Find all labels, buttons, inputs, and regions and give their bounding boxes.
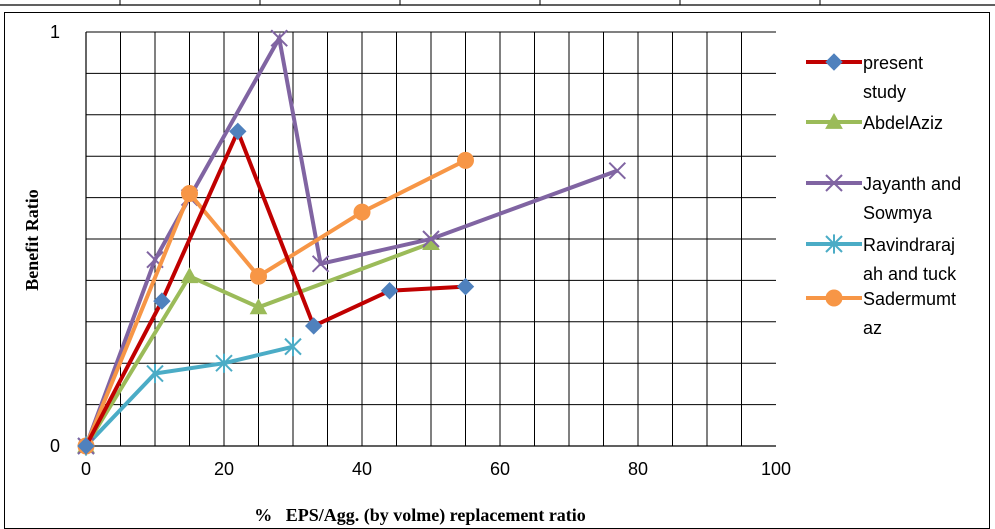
series-line [84, 32, 618, 447]
x-marker-stroke [422, 230, 440, 248]
legend-label: present [863, 53, 923, 73]
legend-item: present study [806, 53, 923, 102]
x-marker-stroke [270, 29, 288, 47]
legend-label: ah and tuck [863, 264, 957, 284]
legend-label: Sowmya [863, 203, 933, 223]
legend-label: Jayanth and [863, 174, 961, 194]
x-tick-label: 80 [628, 459, 648, 479]
legend-label: az [863, 318, 882, 338]
legend-item: Jayanth and Sowmya [806, 174, 961, 223]
x-tick-label: 0 [81, 459, 91, 479]
legend-item: Sadermumt az [806, 289, 956, 338]
legend-label: Ravindraraj [863, 235, 955, 255]
series-2 [77, 29, 627, 455]
x-tick-label: 60 [490, 459, 510, 479]
triangle-marker [825, 112, 843, 129]
diamond-marker [380, 282, 399, 300]
asterisk-marker [146, 363, 164, 384]
diamond-marker [825, 53, 843, 71]
x-marker [422, 230, 440, 248]
diamond-marker [229, 122, 247, 141]
legend-label: Sadermumt [863, 289, 956, 309]
series-line [84, 241, 432, 448]
x-marker [311, 255, 330, 273]
circle-marker [353, 203, 371, 221]
series-line [84, 126, 466, 447]
y-tick-label: 1 [50, 22, 60, 42]
x-marker-stroke [608, 161, 627, 180]
x-marker-stroke [146, 250, 164, 269]
x-tick-label: 40 [352, 459, 372, 479]
legend-label: study [863, 82, 906, 102]
diamond-marker [456, 277, 475, 296]
legend: present study AbdelAziz Jayanth and Sowmya Ra… [806, 53, 961, 338]
circle-marker [250, 267, 267, 285]
y-axis-label: Benefit Ratio [22, 189, 42, 290]
x-marker [608, 161, 627, 180]
circle-marker [457, 151, 474, 169]
legend-item: Ravindraraj ah and tuck [806, 234, 957, 284]
asterisk-marker [215, 353, 233, 373]
series-1 [77, 234, 440, 453]
asterisk-marker [284, 337, 302, 357]
x-marker-stroke [825, 174, 843, 192]
top-table-remnant [0, 0, 995, 6]
x-axis-label: % EPS/Agg. (by volme) replacement ratio [254, 505, 586, 526]
plot-axes [85, 32, 776, 447]
legend-label: AbdelAziz [863, 113, 943, 133]
circle-marker [181, 184, 198, 202]
y-tick-label: 0 [50, 436, 60, 456]
x-tick-label: 100 [761, 459, 791, 479]
diamond-marker [304, 317, 323, 335]
x-marker [270, 29, 288, 47]
triangle-marker [180, 267, 199, 284]
legend-item: AbdelAziz [806, 112, 943, 133]
triangle-marker [249, 298, 268, 315]
diamond-marker [77, 437, 95, 455]
diamond-marker [153, 292, 171, 310]
plot-series [77, 29, 627, 456]
series-line [84, 158, 467, 447]
series-line [84, 344, 294, 448]
x-marker-stroke [311, 255, 330, 273]
x-tick-label: 20 [214, 459, 234, 479]
x-marker [825, 174, 843, 192]
asterisk-marker [825, 234, 843, 254]
circle-marker [825, 289, 843, 307]
tick-labels: 0 20 40 60 80 100 0 1 [50, 22, 791, 479]
series-0 [77, 122, 475, 455]
